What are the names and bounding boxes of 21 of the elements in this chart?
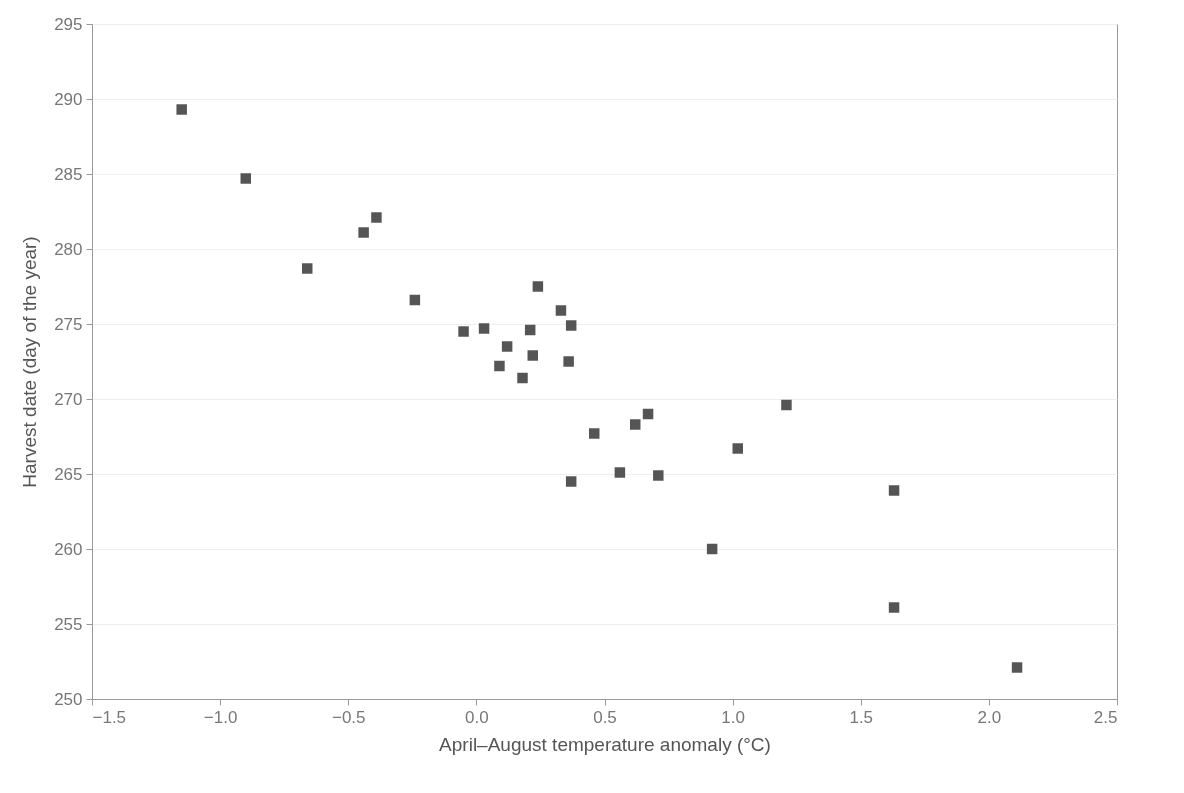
y-tick-label: 265 (54, 464, 83, 484)
y-tick-label: 285 (54, 164, 83, 184)
x-tick-label: 0.0 (465, 707, 489, 727)
y-tick-label: 290 (54, 89, 83, 109)
x-tick-label: −1.0 (203, 707, 238, 727)
y-tick-label: 295 (54, 14, 83, 34)
y-tick-label: 260 (54, 539, 83, 559)
y-tick-label: 255 (54, 614, 83, 634)
x-axis-title: April–August temperature anomaly (°C) (439, 733, 771, 755)
y-tick-label: 250 (54, 689, 83, 709)
y-tick-label: 270 (54, 389, 83, 409)
x-tick-label: 1.0 (721, 707, 745, 727)
y-tick-label: 275 (54, 314, 83, 334)
x-tick-label: 2.5 (1093, 707, 1118, 727)
x-tick-label: −0.5 (331, 707, 366, 727)
y-axis-title: Harvest date (day of the year) (19, 236, 41, 488)
x-tick-label: −1.5 (92, 707, 127, 727)
x-tick-label: 2.0 (977, 707, 1002, 727)
x-tick-label: 1.5 (849, 707, 874, 727)
y-tick-label: 280 (54, 239, 83, 259)
x-tick-label: 0.5 (593, 707, 617, 727)
